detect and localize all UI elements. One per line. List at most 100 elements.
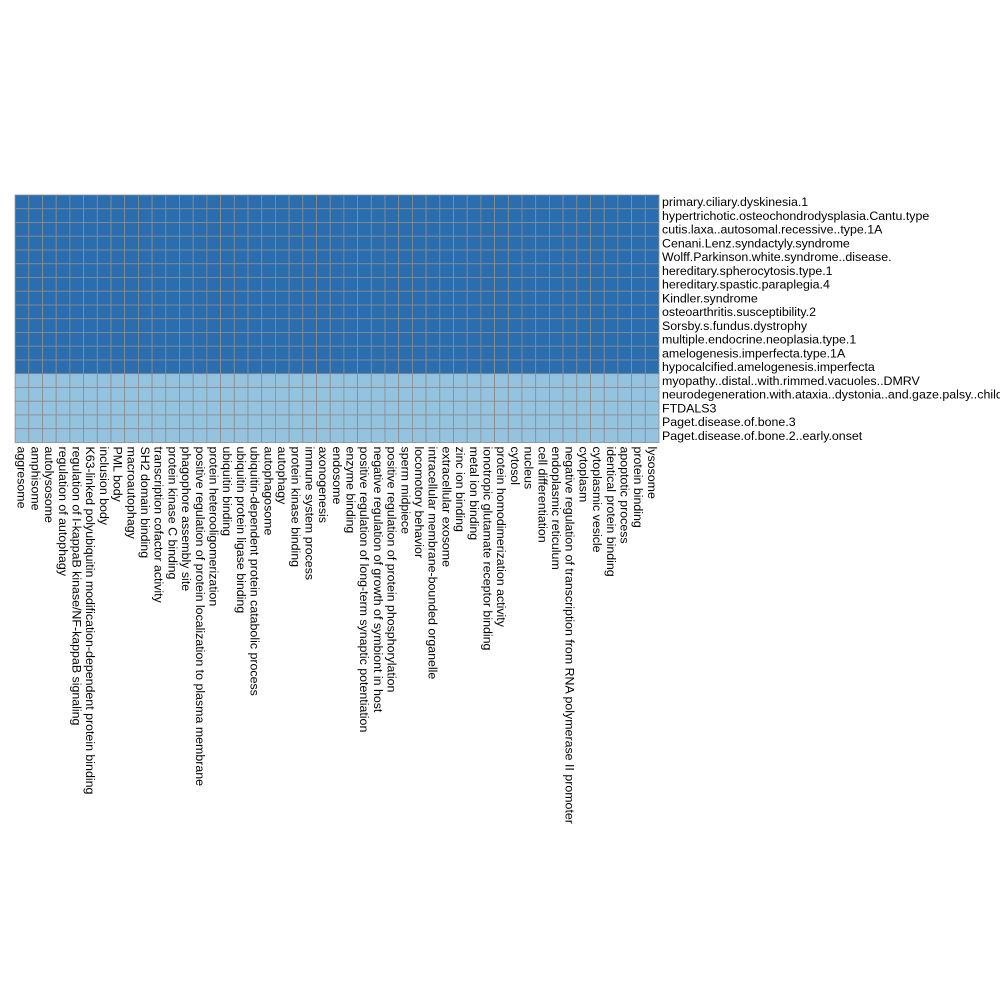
heatmap-cell — [603, 318, 619, 333]
heatmap-cell — [439, 318, 454, 333]
heatmap-cell — [590, 263, 605, 278]
heatmap-cell — [233, 318, 249, 333]
heatmap-cell — [220, 263, 235, 278]
heatmap-cell — [274, 263, 290, 278]
heatmap-cell — [480, 222, 495, 237]
heatmap-cell — [302, 304, 317, 320]
column-label: immune system process — [302, 447, 316, 581]
heatmap-cell — [316, 332, 331, 347]
column-label: protein kinase binding — [289, 447, 303, 568]
heatmap-cell — [137, 304, 153, 320]
heatmap-cell — [247, 290, 263, 306]
heatmap-cell — [247, 387, 263, 402]
heatmap-cell — [28, 373, 43, 388]
heatmap-cell — [192, 263, 208, 278]
heatmap-cell — [466, 387, 482, 402]
heatmap-cell — [274, 400, 290, 416]
heatmap-cell — [425, 387, 441, 402]
heatmap-cell — [316, 414, 331, 430]
heatmap-cell — [165, 387, 180, 402]
row-label: Kindler.syndrome — [662, 291, 758, 305]
heatmap-cell — [398, 263, 413, 278]
heatmap-cell — [247, 373, 263, 388]
heatmap-cell — [233, 263, 249, 278]
heatmap-cell — [165, 290, 180, 306]
heatmap-cell — [494, 208, 509, 223]
heatmap-cell — [453, 387, 468, 402]
heatmap-cell — [316, 359, 331, 375]
heatmap-cell — [165, 345, 180, 361]
heatmap-cell — [274, 373, 290, 388]
heatmap-cell — [83, 359, 98, 375]
heatmap-cell — [357, 208, 372, 223]
heatmap-cell — [329, 249, 345, 265]
heatmap-cell — [55, 332, 71, 347]
heatmap-cell — [480, 387, 495, 402]
heatmap-cell — [233, 332, 249, 347]
heatmap-cell — [28, 400, 43, 416]
heatmap-cell — [124, 400, 139, 416]
row-labels: primary.ciliary.dyskinesia.1hypertrichot… — [662, 195, 1000, 443]
heatmap-cell — [603, 194, 619, 210]
heatmap-cell — [192, 304, 208, 320]
heatmap-cell — [425, 400, 441, 416]
row-label: hereditary.spastic.paraplegia.4 — [662, 278, 830, 292]
heatmap-cell — [288, 318, 304, 333]
heatmap-cell — [603, 359, 619, 375]
column-label: negative regulation of growth of symbion… — [371, 447, 385, 713]
heatmap-cell — [411, 277, 427, 292]
row-label: Cenani.Lenz.syndactyly.syndrome — [662, 236, 850, 250]
heatmap-cell — [631, 208, 646, 223]
heatmap-cell — [631, 249, 646, 265]
heatmap-cell — [494, 387, 509, 402]
heatmap-cell — [439, 277, 454, 292]
column-label: enzyme binding — [343, 447, 357, 534]
heatmap-cell — [425, 428, 441, 443]
row-label: Wolff.Parkinson.white.syndrome..disease. — [662, 250, 892, 264]
heatmap-cell — [398, 290, 413, 306]
heatmap-cell — [425, 222, 441, 237]
heatmap-cell — [398, 235, 413, 251]
heatmap-cell — [302, 208, 317, 223]
heatmap-cell — [124, 345, 139, 361]
heatmap-cell — [288, 345, 304, 361]
heatmap-cell — [562, 400, 578, 416]
heatmap-cell — [357, 318, 372, 333]
heatmap-cell — [644, 194, 660, 210]
heatmap-cell — [179, 400, 194, 416]
heatmap-cell — [521, 428, 537, 443]
heatmap-cell — [151, 359, 167, 375]
heatmap-cell — [343, 359, 358, 375]
heatmap-cell — [644, 345, 660, 361]
heatmap-cell — [439, 222, 454, 237]
heatmap-cell — [83, 277, 98, 292]
heatmap-cell — [69, 373, 85, 388]
heatmap-cell — [644, 414, 660, 430]
heatmap-cell — [233, 373, 249, 388]
heatmap-cell — [288, 359, 304, 375]
heatmap-cell — [494, 373, 509, 388]
heatmap-cell — [480, 249, 495, 265]
heatmap-cell — [466, 235, 482, 251]
heatmap-cell — [425, 249, 441, 265]
heatmap-cell — [220, 277, 235, 292]
heatmap-cell — [28, 332, 43, 347]
heatmap-cell — [14, 400, 30, 416]
heatmap-cell — [220, 359, 235, 375]
heatmap-cell — [96, 263, 112, 278]
heatmap-cell — [316, 400, 331, 416]
heatmap-cell — [480, 290, 495, 306]
column-label: locomotory behavior — [412, 447, 426, 559]
heatmap-cell — [507, 359, 523, 375]
heatmap-cell — [590, 414, 605, 430]
heatmap-cell — [617, 318, 633, 333]
heatmap-cell — [576, 263, 591, 278]
heatmap-cell — [151, 373, 167, 388]
heatmap-cell — [576, 345, 591, 361]
heatmap-cell — [42, 318, 57, 333]
heatmap-cell — [343, 400, 358, 416]
heatmap-cell — [151, 277, 167, 292]
heatmap-cell — [631, 400, 646, 416]
heatmap-cell — [411, 373, 427, 388]
heatmap-cell — [370, 359, 386, 375]
